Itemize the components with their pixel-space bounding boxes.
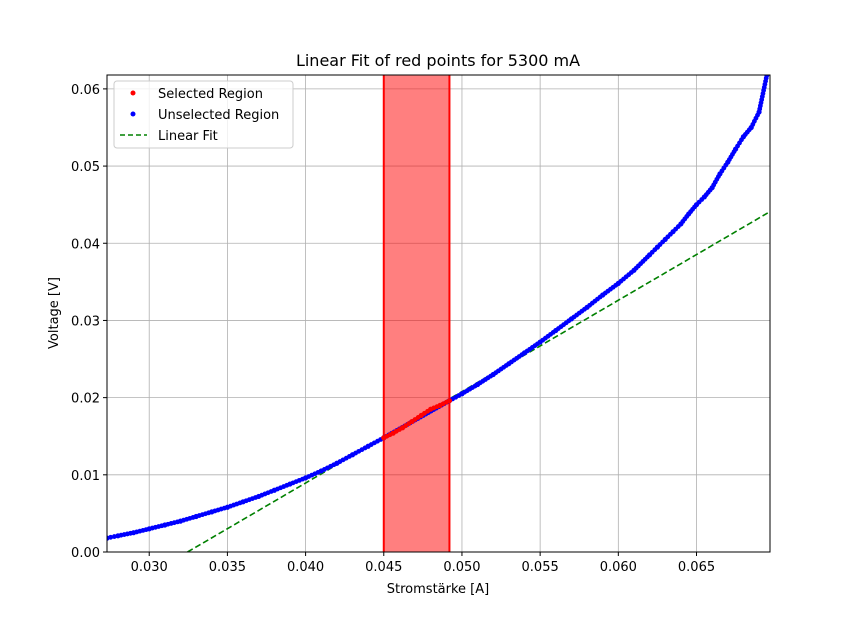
y-axis-ticks: 0.00 0.01 0.02 0.03 0.04 0.05 0.06 (71, 83, 107, 561)
x-tick-label: 0.050 (443, 560, 480, 575)
legend-marker-selected (130, 90, 136, 96)
y-axis-label: Voltage [V] (47, 277, 62, 349)
y-tick-label: 0.00 (71, 546, 100, 561)
legend-label-fit: Linear Fit (158, 129, 218, 144)
legend-marker-unselected (130, 111, 136, 117)
selected-region-series (381, 398, 453, 441)
unselected-point (764, 75, 770, 78)
x-tick-label: 0.060 (600, 560, 637, 575)
y-tick-label: 0.06 (71, 83, 100, 98)
x-axis-label: Stromstärke [A] (387, 582, 489, 597)
y-tick-label: 0.02 (71, 392, 100, 407)
legend-label-unselected: Unselected Region (158, 108, 279, 123)
x-tick-label: 0.055 (522, 560, 559, 575)
x-tick-label: 0.045 (365, 560, 402, 575)
selected-span-fill (383, 75, 450, 552)
x-tick-label: 0.030 (131, 560, 168, 575)
y-tick-label: 0.04 (71, 237, 100, 252)
y-tick-label: 0.01 (71, 469, 100, 484)
x-tick-label: 0.065 (678, 560, 715, 575)
x-tick-label: 0.035 (209, 560, 246, 575)
selected-region-span (382, 75, 451, 552)
x-tick-label: 0.040 (287, 560, 324, 575)
selected-point (446, 398, 453, 404)
x-axis-ticks: 0.030 0.035 0.040 0.045 0.050 0.055 0.060 0.065 (131, 552, 715, 575)
axes-frame (106, 74, 771, 553)
legend: Selected Region Unselected Region Linear… (113, 80, 294, 149)
plot-area-border (106, 74, 771, 553)
chart-title: Linear Fit of red points for 5300 mA (296, 51, 580, 70)
y-tick-label: 0.03 (71, 314, 100, 329)
unselected-point-fill (108, 534, 114, 540)
legend-label-selected: Selected Region (158, 87, 263, 102)
legend-frame (113, 80, 294, 149)
y-tick-label: 0.05 (71, 160, 100, 175)
